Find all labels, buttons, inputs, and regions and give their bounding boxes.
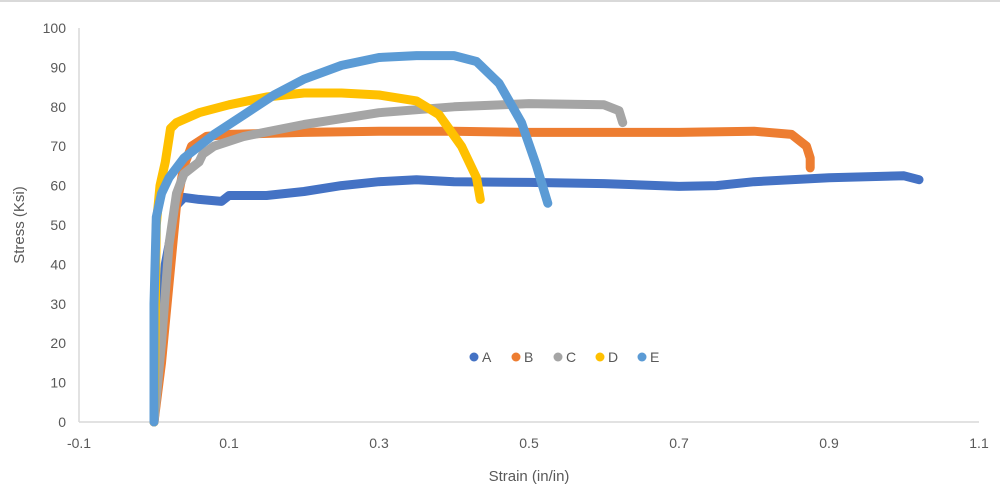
y-tick-label: 20 <box>50 335 66 351</box>
series-a-line <box>149 171 924 427</box>
legend-label-a: A <box>482 349 492 365</box>
legend-label-e: E <box>650 349 659 365</box>
y-tick-label: 80 <box>50 99 66 115</box>
y-tick-label: 60 <box>50 178 66 194</box>
legend-label-c: C <box>566 349 576 365</box>
y-axis-ticks: 0 10 20 30 40 50 60 70 80 90 100 <box>43 20 67 430</box>
x-tick-label: 0.1 <box>219 435 239 451</box>
plot-series <box>149 51 924 427</box>
legend-marker-d <box>595 352 605 362</box>
x-axis-ticks: -0.1 0.1 0.3 0.5 0.7 0.9 1.1 <box>67 435 989 451</box>
y-tick-label: 100 <box>43 20 67 36</box>
y-tick-label: 90 <box>50 59 66 75</box>
top-border <box>0 0 1000 2</box>
series-e-line <box>149 51 553 427</box>
legend-marker-a <box>469 352 479 362</box>
series-c-line <box>149 99 628 427</box>
legend-label-d: D <box>608 349 618 365</box>
y-tick-label: 50 <box>50 217 66 233</box>
x-tick-label: 0.9 <box>819 435 839 451</box>
x-tick-label: 1.1 <box>969 435 989 451</box>
legend-marker-b <box>511 352 521 362</box>
y-axis-title: Stress (Ksi) <box>11 186 28 264</box>
series-d-line <box>149 88 485 427</box>
y-tick-label: 0 <box>58 414 66 430</box>
x-tick-label: 0.7 <box>669 435 689 451</box>
legend-label-b: B <box>524 349 533 365</box>
y-tick-label: 30 <box>50 296 66 312</box>
legend-marker-c <box>553 352 563 362</box>
x-tick-label: 0.3 <box>369 435 389 451</box>
x-tick-label: 0.5 <box>519 435 539 451</box>
x-axis-title: Strain (in/in) <box>489 468 570 485</box>
y-tick-label: 70 <box>50 138 66 154</box>
y-tick-label: 10 <box>50 375 66 391</box>
x-tick-label: -0.1 <box>67 435 91 451</box>
legend: A B C D E <box>469 349 659 365</box>
series-b-line <box>149 126 815 427</box>
y-tick-label: 40 <box>50 256 66 272</box>
legend-marker-e <box>637 352 647 362</box>
